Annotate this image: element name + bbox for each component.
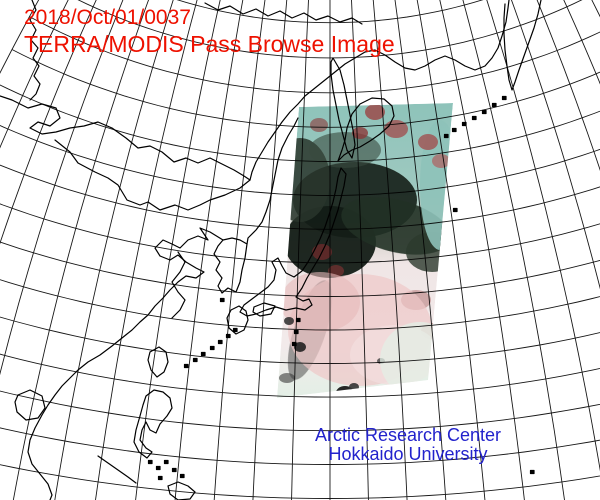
coastline-layer <box>0 0 542 500</box>
credit-block: Arctic Research Center Hokkaido Universi… <box>298 425 518 465</box>
pass-datetime: 2018/Oct/01/0037 <box>24 6 191 29</box>
credit-university: Hokkaido University <box>328 444 488 465</box>
pass-title: TERRA/MODIS Pass Browse Image <box>24 31 395 58</box>
credit-org: Arctic Research Center <box>314 425 502 445</box>
pass-header: 2018/Oct/01/0037 TERRA/MODIS Pass Browse… <box>24 6 395 58</box>
